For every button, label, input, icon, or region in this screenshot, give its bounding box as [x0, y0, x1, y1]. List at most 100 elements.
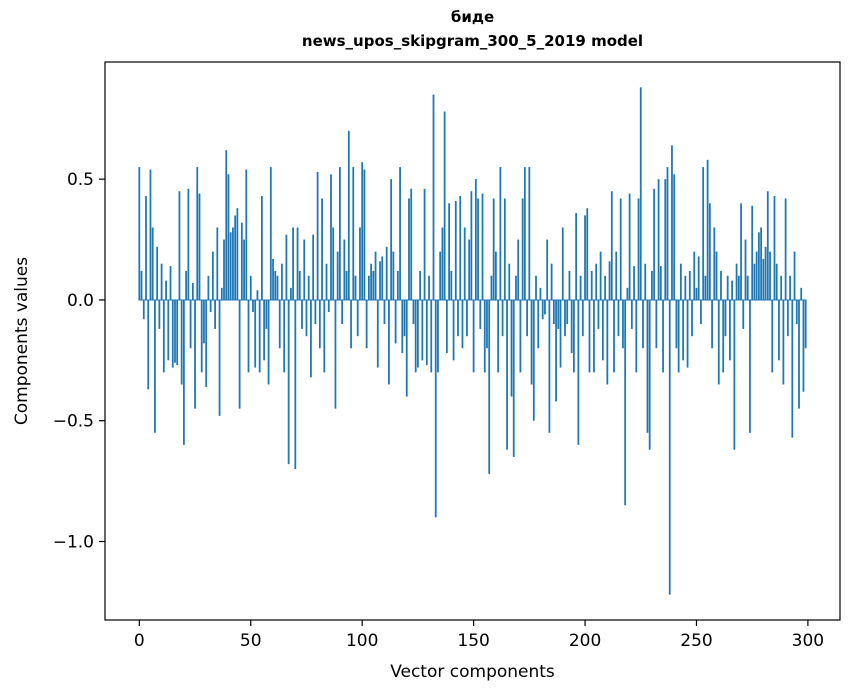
bar — [541, 299, 544, 320]
bar — [521, 198, 524, 300]
bar — [584, 215, 586, 300]
bar — [499, 167, 502, 300]
bar — [410, 188, 413, 300]
bar — [263, 299, 266, 361]
bar — [778, 299, 780, 361]
bar — [483, 299, 486, 373]
bar — [628, 193, 631, 300]
bar — [684, 275, 687, 300]
bar — [673, 174, 676, 300]
bar — [626, 287, 629, 300]
bar — [655, 299, 658, 349]
bar — [720, 270, 722, 300]
bar — [573, 299, 575, 373]
bar — [245, 169, 248, 300]
bar — [651, 270, 653, 300]
bar — [198, 193, 201, 300]
bar — [334, 299, 337, 409]
bar — [559, 299, 562, 368]
bar — [523, 167, 526, 300]
bar — [158, 299, 161, 329]
bar — [515, 275, 517, 300]
bar — [751, 205, 754, 300]
bar — [688, 270, 691, 300]
bar — [196, 167, 199, 300]
bar — [771, 299, 774, 373]
bar — [332, 227, 335, 300]
bar — [283, 299, 286, 373]
bar — [441, 227, 444, 300]
bar — [590, 270, 593, 300]
bar — [388, 299, 390, 385]
bar — [624, 299, 627, 506]
bar — [285, 234, 288, 300]
bar — [686, 299, 689, 368]
bar — [613, 299, 615, 373]
bar — [466, 299, 468, 337]
bar — [595, 263, 598, 300]
x-tick-label: 150 — [457, 631, 489, 651]
bar — [762, 258, 765, 300]
bar — [548, 299, 551, 433]
bar — [363, 169, 366, 300]
bar — [162, 299, 165, 373]
bar — [675, 299, 678, 349]
bar — [773, 196, 776, 300]
bar — [296, 227, 299, 300]
bar — [795, 299, 798, 325]
bar — [679, 263, 682, 300]
bar — [488, 299, 491, 474]
bar — [619, 198, 622, 300]
bar — [537, 299, 540, 349]
bar — [390, 179, 393, 300]
bar — [223, 239, 225, 300]
bar — [802, 299, 805, 392]
bar — [160, 263, 163, 300]
bar — [581, 299, 584, 337]
bar — [200, 299, 203, 373]
bar — [700, 299, 702, 325]
bar — [227, 174, 230, 300]
bar — [789, 275, 791, 300]
bar — [566, 299, 569, 325]
bar — [586, 208, 589, 300]
bar — [539, 287, 542, 300]
bar — [510, 299, 513, 397]
bar — [316, 171, 319, 300]
bar — [588, 299, 591, 373]
bar — [775, 263, 778, 300]
bar — [367, 275, 370, 300]
bar — [697, 256, 700, 300]
bar — [183, 299, 185, 445]
bar — [579, 275, 582, 300]
bar — [693, 251, 696, 300]
bar — [793, 251, 796, 300]
bar — [289, 287, 292, 300]
x-tick-label: 0 — [134, 631, 145, 651]
bar — [383, 299, 386, 325]
bar — [169, 266, 172, 300]
bar — [479, 299, 482, 329]
bar — [140, 270, 143, 300]
bar — [474, 179, 477, 300]
bar — [642, 299, 644, 349]
bar — [740, 203, 742, 300]
bar — [187, 188, 190, 300]
bar — [379, 261, 381, 300]
bar — [151, 227, 154, 300]
x-tick-label: 50 — [240, 631, 262, 651]
axes-spines — [104, 61, 841, 621]
bar — [425, 299, 428, 366]
bar — [236, 208, 239, 300]
bar — [666, 167, 669, 300]
bar — [307, 275, 310, 300]
bar — [376, 299, 379, 368]
bar — [744, 239, 747, 300]
bar — [764, 246, 767, 300]
bar — [180, 299, 183, 385]
bar — [149, 169, 152, 300]
bar — [711, 299, 713, 349]
bar — [408, 198, 410, 300]
bar — [281, 263, 283, 300]
